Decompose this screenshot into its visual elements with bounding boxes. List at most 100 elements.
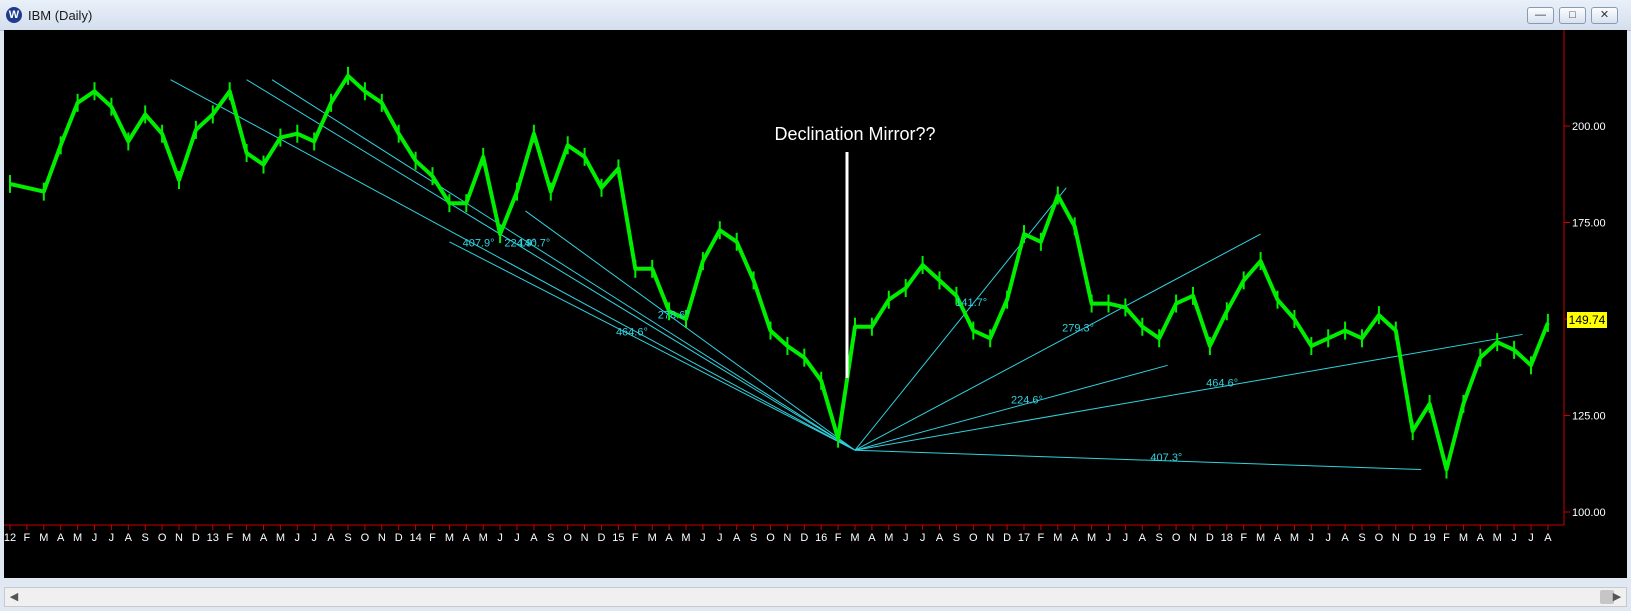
- x-tick-label: S: [344, 532, 351, 544]
- y-tick-label: 175.00: [1572, 218, 1606, 230]
- x-tick-label: J: [109, 532, 115, 544]
- x-tick-label: A: [733, 532, 741, 544]
- angle-line: [170, 79, 856, 451]
- minimize-icon[interactable]: —: [1527, 7, 1554, 24]
- x-tick-label: M: [479, 532, 488, 544]
- x-tick-label: F: [1240, 532, 1247, 544]
- x-tick-label: F: [835, 532, 842, 544]
- x-tick-label: O: [969, 532, 978, 544]
- x-tick-label: F: [226, 532, 233, 544]
- x-tick-label: M: [1256, 532, 1265, 544]
- angle-label: 224.6°: [1011, 395, 1043, 407]
- x-tick-label: 19: [1423, 532, 1435, 544]
- x-tick-label: N: [783, 532, 791, 544]
- annotation-text: Declination Mirror??: [774, 124, 935, 144]
- angle-label: 140.7°: [518, 237, 550, 249]
- x-tick-label: M: [850, 532, 859, 544]
- x-tick-label: S: [750, 532, 757, 544]
- x-tick-label: J: [717, 532, 723, 544]
- x-tick-label: A: [57, 532, 65, 544]
- x-tick-label: M: [1459, 532, 1468, 544]
- x-tick-label: O: [563, 532, 572, 544]
- x-tick-label: A: [936, 532, 944, 544]
- x-tick-label: F: [429, 532, 436, 544]
- chart-area[interactable]: 407.9° 224.9° 140.7° 278.6° 464.6° 141.7° 279.…: [4, 30, 1627, 578]
- scroll-thumb[interactable]: [1600, 590, 1614, 604]
- x-tick-label: A: [1139, 532, 1147, 544]
- angle-line: [246, 79, 856, 451]
- angle-line: [854, 449, 1422, 471]
- angle-label: 464.6°: [1206, 378, 1238, 390]
- window-title: IBM (Daily): [28, 8, 93, 23]
- scroll-left-icon[interactable]: ◀: [9, 591, 19, 603]
- x-tick-label: F: [1443, 532, 1450, 544]
- x-tick-label: J: [903, 532, 909, 544]
- angle-labels: 407.9° 224.9°140.7° 278.6° 464.6° 141.7° 279.…: [463, 237, 1239, 463]
- x-tick-label: J: [311, 532, 317, 544]
- x-tick-label: S: [142, 532, 149, 544]
- x-tick-label: A: [327, 532, 335, 544]
- angle-line: [854, 364, 1168, 451]
- x-tick-label: D: [1206, 532, 1214, 544]
- x-tick-label: S: [1156, 532, 1163, 544]
- close-icon[interactable]: ✕: [1591, 7, 1618, 24]
- x-tick-label: O: [361, 532, 370, 544]
- x-tick-label: S: [1358, 532, 1365, 544]
- scroll-right-icon[interactable]: ▶: [1612, 591, 1622, 603]
- y-tick-label: 125.00: [1572, 411, 1606, 423]
- x-tick-label: M: [681, 532, 690, 544]
- y-tick-label: 200.00: [1572, 121, 1606, 133]
- angle-line: [854, 333, 1523, 451]
- x-tick-label: J: [1309, 532, 1315, 544]
- x-tick-label: N: [1189, 532, 1197, 544]
- x-tick-label: J: [1528, 532, 1534, 544]
- x-tick-label: N: [175, 532, 183, 544]
- x-tick-label: O: [158, 532, 167, 544]
- x-tick-label: A: [530, 532, 538, 544]
- x-tick-label: N: [1392, 532, 1400, 544]
- x-tick-label: S: [953, 532, 960, 544]
- angle-label: 279.3°: [1062, 322, 1094, 334]
- x-tick-label: A: [1544, 532, 1552, 544]
- horizontal-scrollbar[interactable]: ◀ ▶: [4, 587, 1627, 607]
- x-tick-label: M: [276, 532, 285, 544]
- x-tick-label: D: [395, 532, 403, 544]
- maximize-icon[interactable]: □: [1559, 7, 1586, 24]
- x-tick-label: F: [1038, 532, 1045, 544]
- angle-line: [854, 187, 1067, 451]
- x-tick-label: J: [1123, 532, 1129, 544]
- x-tick-label: A: [1274, 532, 1282, 544]
- x-tick-label: A: [1477, 532, 1485, 544]
- last-price-box: [1567, 312, 1607, 329]
- angle-line: [449, 241, 856, 451]
- x-tick-label: M: [39, 532, 48, 544]
- x-tick-label: 12: [4, 532, 16, 544]
- price-series: [9, 66, 1550, 479]
- x-tick-label: 14: [409, 532, 421, 544]
- x-tick-label: 17: [1018, 532, 1030, 544]
- x-tick-label: A: [1071, 532, 1079, 544]
- x-tick-label: J: [1106, 532, 1112, 544]
- angle-label: 278.6°: [658, 310, 690, 322]
- price-chart[interactable]: 407.9° 224.9°140.7° 278.6° 464.6° 141.7° 279.…: [4, 30, 1627, 578]
- x-tick-label: S: [547, 532, 554, 544]
- x-tick-label: D: [1003, 532, 1011, 544]
- x-tick-label: 13: [207, 532, 219, 544]
- x-tick-label: D: [800, 532, 808, 544]
- x-tick-label: A: [665, 532, 673, 544]
- x-axis: 12 F M A M J J A S O N D 13 F M A M J J A S O N D 14 F M A M J J A S O N D 1…: [4, 525, 1552, 544]
- title-bar: W IBM (Daily) — □ ✕: [0, 0, 1631, 31]
- angle-label: 141.7°: [955, 297, 987, 309]
- angle-label: 407.9°: [463, 237, 495, 249]
- x-tick-label: O: [766, 532, 775, 544]
- angle-line: [854, 233, 1261, 451]
- x-tick-label: F: [632, 532, 639, 544]
- x-tick-label: D: [1409, 532, 1417, 544]
- x-tick-label: A: [463, 532, 471, 544]
- x-tick-label: M: [73, 532, 82, 544]
- x-tick-label: J: [1511, 532, 1517, 544]
- x-tick-label: O: [1375, 532, 1384, 544]
- angle-label: 464.6°: [616, 327, 648, 339]
- x-tick-label: M: [884, 532, 893, 544]
- x-tick-label: J: [1325, 532, 1331, 544]
